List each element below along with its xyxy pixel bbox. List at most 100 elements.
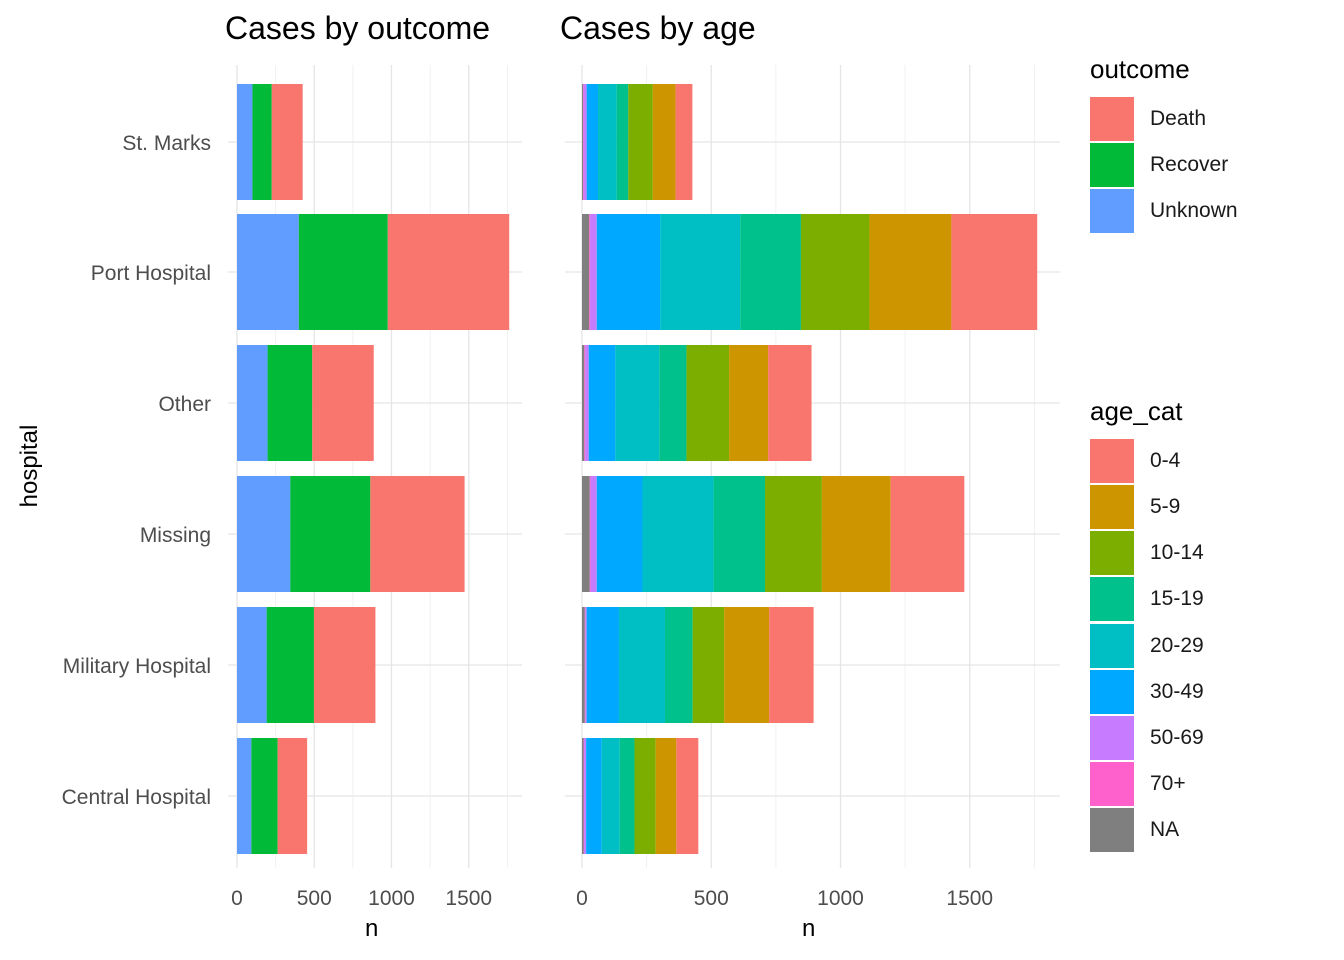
outcome-bar-recover (290, 476, 371, 592)
outcome-bar-death (277, 738, 308, 854)
age-bar-50-69 (584, 738, 587, 854)
age-bar-20-29 (601, 738, 620, 854)
age-bar-10-14 (800, 214, 870, 330)
legend-key-recover (1090, 143, 1134, 187)
age-panel-title: Cases by age (560, 10, 756, 46)
age-bar-70plus (584, 345, 586, 461)
age-bar-5-9 (869, 214, 952, 330)
age-bar-70plus (583, 738, 585, 854)
legend-key-5-9 (1090, 485, 1134, 529)
legend-label-50-69: 50-69 (1150, 726, 1204, 749)
age-bar-0-4 (675, 84, 693, 200)
age-bar-0-4 (890, 476, 965, 592)
age-bar-na (582, 84, 584, 200)
legend-label-20-29: 20-29 (1150, 634, 1204, 657)
legend-key-death (1090, 97, 1134, 141)
age-x-tick-label: 1500 (946, 887, 993, 910)
age-bar-10-14 (765, 476, 822, 592)
y-tick-label: Central Hospital (62, 786, 211, 809)
legend-key-unknown (1090, 189, 1134, 233)
outcome-bar-unknown (237, 738, 252, 854)
age-bar-0-4 (951, 214, 1038, 330)
legend-label-na: NA (1150, 818, 1180, 841)
age-bar-20-29 (615, 345, 660, 461)
outcome-bar-death (312, 345, 374, 461)
age-bar-na (582, 476, 590, 592)
legend-key-70plus (1090, 762, 1134, 806)
legend-label-30-49: 30-49 (1150, 680, 1204, 703)
age-bar-5-9 (821, 476, 891, 592)
outcome-bar-death (313, 607, 376, 723)
outcome-bar-recover (267, 345, 313, 461)
outcome-x-tick-label: 1500 (445, 887, 492, 910)
age-x-axis-label: n (802, 915, 816, 942)
outcome-bar-recover (298, 214, 388, 330)
outcome-x-tick-label: 1000 (368, 887, 415, 910)
age-bar-10-14 (686, 345, 730, 461)
outcome-panel-title: Cases by outcome (225, 10, 491, 46)
age-bar-na (582, 607, 585, 723)
legend-label-recover: Recover (1150, 153, 1229, 176)
age-x-tick-label: 1000 (817, 887, 864, 910)
age-bar-70plus (589, 476, 591, 592)
age-bar-5-9 (652, 84, 676, 200)
outcome-x-tick-label: 500 (297, 887, 332, 910)
outcome-bar-unknown (237, 345, 268, 461)
age-x-tick-label: 0 (576, 887, 588, 910)
outcome-bar-death (370, 476, 465, 592)
y-tick-label: Military Hospital (63, 655, 211, 678)
age-bar-10-14 (692, 607, 725, 723)
age-x-tick-label: 500 (694, 887, 729, 910)
outcome-legend-title: outcome (1090, 54, 1190, 84)
legend-key-10-14 (1090, 531, 1134, 575)
legend-label-5-9: 5-9 (1150, 495, 1181, 518)
age-bar-na (582, 738, 584, 854)
age-bar-30-49 (596, 476, 643, 592)
legend-label-0-4: 0-4 (1150, 449, 1181, 472)
age-bar-15-19 (619, 738, 635, 854)
age-bar-50-69 (585, 607, 587, 723)
legend-key-15-19 (1090, 577, 1134, 621)
age-bar-30-49 (586, 607, 619, 723)
y-tick-label: Missing (140, 524, 211, 547)
legend-label-10-14: 10-14 (1150, 541, 1204, 564)
outcome-bar-unknown (237, 214, 299, 330)
age-bar-50-69 (590, 214, 597, 330)
age-bar-15-19 (616, 84, 629, 200)
outcome-bar-recover (251, 738, 278, 854)
outcome-bar-death (271, 84, 303, 200)
outcome-x-axis-label: n (365, 915, 379, 942)
age-bar-20-29 (598, 84, 617, 200)
age-bar-15-19 (659, 345, 687, 461)
legend-key-0-4 (1090, 439, 1134, 483)
age-bar-30-49 (586, 738, 602, 854)
age-bar-0-4 (769, 607, 814, 723)
y-tick-label: St. Marks (122, 132, 211, 155)
age-bar-30-49 (596, 214, 661, 330)
y-axis-label: hospital (16, 424, 43, 508)
age-bar-70plus (589, 214, 591, 330)
legend-label-70plus: 70+ (1150, 772, 1186, 795)
age-bar-10-14 (628, 84, 653, 200)
age-legend-title: age_cat (1090, 396, 1183, 426)
age-bar-5-9 (724, 607, 770, 723)
age-bar-70plus (583, 84, 584, 200)
age-bar-5-9 (655, 738, 677, 854)
legend-label-unknown: Unknown (1150, 199, 1238, 222)
age-bar-10-14 (634, 738, 656, 854)
outcome-x-tick-label: 0 (231, 887, 243, 910)
outcome-bar-recover (252, 84, 272, 200)
legend-key-30-49 (1090, 670, 1134, 714)
age-bar-0-4 (676, 738, 699, 854)
age-bar-15-19 (740, 214, 801, 330)
outcome-bar-unknown (237, 476, 291, 592)
outcome-bar-recover (266, 607, 314, 723)
age-bar-na (582, 214, 590, 330)
legend-label-death: Death (1150, 107, 1207, 130)
age-bar-50-69 (583, 84, 587, 200)
legend-key-50-69 (1090, 716, 1134, 760)
legend-key-na (1090, 808, 1134, 852)
age-bar-30-49 (588, 345, 616, 461)
outcome-bar-death (387, 214, 510, 330)
